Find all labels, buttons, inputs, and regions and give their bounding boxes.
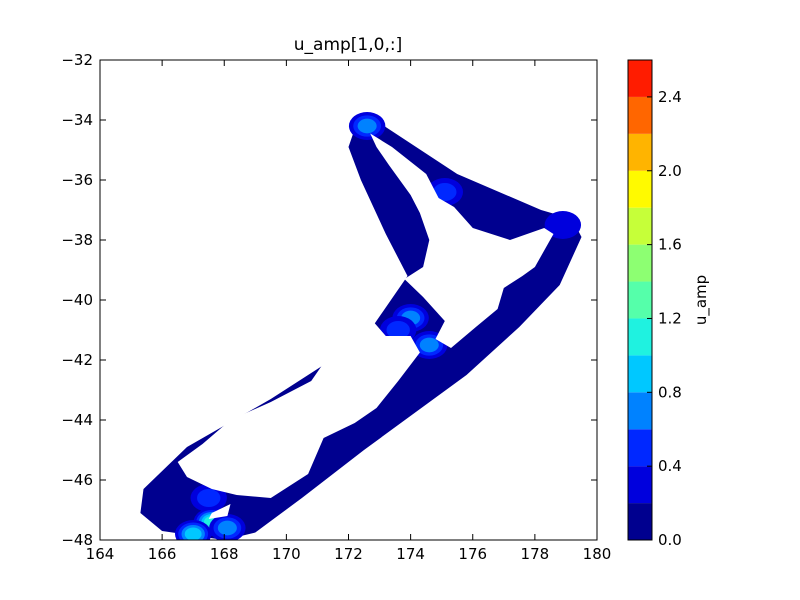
colorbar-tick-label: 2.0 xyxy=(658,162,682,180)
x-tick-label: 178 xyxy=(521,545,550,563)
y-tick-label: −42 xyxy=(61,351,93,369)
amplitude-hotspot xyxy=(433,183,457,201)
colorbar-segment xyxy=(628,466,652,504)
amplitude-hotspot xyxy=(197,489,221,507)
colorbar-segment xyxy=(628,281,652,319)
y-tick-label: −32 xyxy=(61,51,93,69)
y-axis: −48 −46 −44 −42 −40 −38 −36 −34 −32 xyxy=(61,51,597,549)
x-tick-label: 174 xyxy=(396,545,425,563)
x-tick-label: 180 xyxy=(583,545,612,563)
y-tick-label: −48 xyxy=(61,531,93,549)
amplitude-hotspot xyxy=(419,337,439,353)
land-south-island xyxy=(177,318,420,498)
x-tick-label: 176 xyxy=(458,545,487,563)
colorbar-segment xyxy=(628,96,652,134)
land-stewart-island xyxy=(208,504,231,519)
colorbar-tick-label: 0.8 xyxy=(658,383,682,401)
y-tick-label: −44 xyxy=(61,411,93,429)
x-tick-label: 168 xyxy=(210,545,239,563)
x-axis: 164 166 168 170 172 174 176 178 180 xyxy=(86,60,612,563)
colorbar-tick-label: 2.4 xyxy=(658,88,682,106)
y-tick-label: −36 xyxy=(61,171,93,189)
y-tick-label: −34 xyxy=(61,111,93,129)
amplitude-hotspot xyxy=(357,118,377,134)
y-tick-label: −46 xyxy=(61,471,93,489)
colorbar-tick-label: 1.6 xyxy=(658,236,682,254)
colorbar-segment xyxy=(628,355,652,393)
y-tick-label: −38 xyxy=(61,231,93,249)
map-layer xyxy=(140,112,582,540)
land-north-island xyxy=(370,133,554,348)
colorbar-frame xyxy=(627,59,653,541)
x-tick-label: 172 xyxy=(334,545,363,563)
chart-title: u_amp[1,0,:] xyxy=(294,35,402,55)
colorbar-segment xyxy=(628,133,652,171)
colorbar-tick-label: 1.2 xyxy=(658,309,682,327)
colorbar-tick-label: 0.0 xyxy=(658,531,682,549)
x-tick-label: 166 xyxy=(148,545,177,563)
amplitude-hotspot xyxy=(544,211,582,239)
colorbar-segment xyxy=(628,207,652,245)
colorbar-segment xyxy=(628,392,652,430)
y-tick-label: −40 xyxy=(61,291,93,309)
colorbar-segment xyxy=(628,244,652,282)
amplitude-hotspot xyxy=(184,527,202,540)
colorbar-tick-label: 0.4 xyxy=(658,457,682,475)
colorbar-segment xyxy=(628,503,652,540)
colorbar: 0.0 0.4 0.8 1.2 1.6 2.0 2.4 xyxy=(627,59,682,549)
colorbar-segment xyxy=(628,170,652,208)
x-tick-label: 170 xyxy=(272,545,301,563)
x-tick-label: 164 xyxy=(86,545,115,563)
colorbar-label: u_amp xyxy=(692,275,711,325)
amplitude-hotspot xyxy=(386,321,410,339)
colorbar-segment xyxy=(628,318,652,356)
colorbar-segment xyxy=(628,60,652,97)
colorbar-segment xyxy=(628,429,652,467)
amplitude-hotspot xyxy=(217,520,237,536)
